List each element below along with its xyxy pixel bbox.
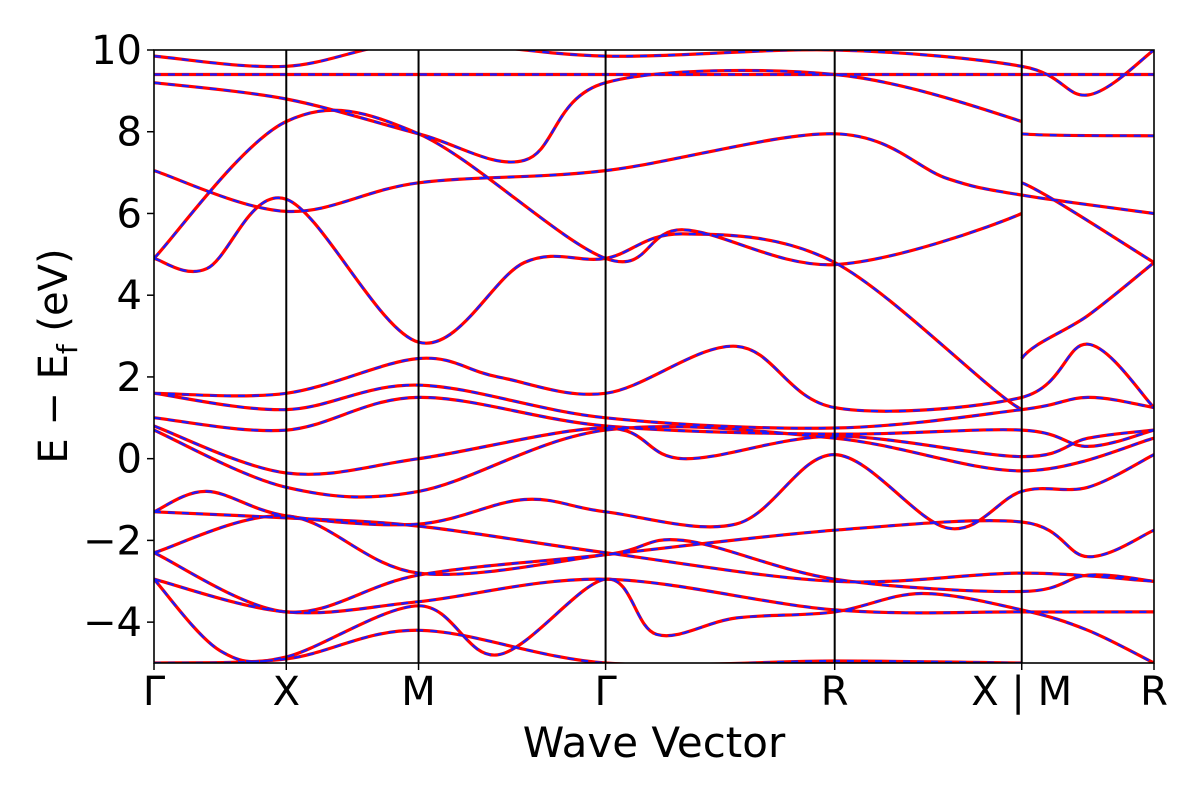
- band-line-red: [154, 196, 1154, 412]
- band-line-blue-dashed: [154, 50, 1154, 97]
- band-line-blue-dashed: [154, 578, 1154, 663]
- y-tick-label: 6: [117, 191, 142, 237]
- band-line-red: [154, 342, 1154, 413]
- band-line-red: [154, 424, 1154, 476]
- x-tick-label: R: [821, 669, 849, 715]
- y-axis-label-unit: (eV): [31, 248, 77, 344]
- y-axis-ticks: −4 −2 0 2 4 6 8 10: [83, 28, 154, 646]
- x-tick-label: R: [1140, 669, 1168, 715]
- y-tick-label: 2: [117, 355, 142, 401]
- band-line-blue-dashed: [154, 425, 1154, 499]
- band-line-blue-dashed: [154, 396, 1154, 448]
- x-tick-label: X | M: [971, 669, 1072, 715]
- band-line-blue-dashed: [154, 383, 1154, 430]
- band-line-blue-dashed: [154, 132, 1154, 215]
- band-line-blue-dashed: [154, 343, 1154, 413]
- high-symmetry-lines: [285, 50, 1023, 663]
- x-tick-label: Γ: [594, 669, 617, 715]
- band-line-red: [154, 519, 1154, 614]
- band-line-red: [154, 514, 1154, 594]
- band-line-blue-dashed: [154, 69, 1154, 164]
- band-line-blue-dashed: [154, 196, 1154, 411]
- x-tick-label: M: [401, 669, 436, 715]
- y-axis-label: E − Ef (eV): [31, 248, 84, 463]
- band-lines: [154, 50, 1154, 663]
- band-line-blue-dashed: [154, 519, 1154, 614]
- band-line-blue-dashed: [154, 578, 1154, 614]
- y-tick-label: −4: [83, 600, 142, 646]
- y-axis-label-sub: f: [51, 343, 84, 354]
- band-line-blue-dashed: [154, 510, 1154, 584]
- band-line-red: [154, 577, 1154, 615]
- y-tick-label: 0: [117, 437, 142, 483]
- band-line-red: [154, 425, 1154, 499]
- y-axis-label-main: E − E: [31, 354, 77, 464]
- x-tick-label: X: [273, 669, 300, 715]
- y-tick-label: 8: [117, 110, 142, 156]
- band-line-blue-dashed: [154, 424, 1154, 476]
- x-tick-label: Γ: [143, 669, 166, 715]
- y-tick-label: −2: [83, 518, 142, 564]
- band-line-blue-dashed: [154, 514, 1154, 593]
- band-line-red: [154, 108, 1154, 267]
- x-axis-label: Wave Vector: [523, 718, 786, 767]
- y-tick-label: 10: [91, 28, 142, 74]
- plot-frame: [153, 49, 1155, 664]
- y-tick-label: 4: [117, 273, 142, 319]
- x-axis-ticks: Γ X M Γ R X | M R: [143, 663, 1168, 715]
- band-line-red: [154, 132, 1154, 216]
